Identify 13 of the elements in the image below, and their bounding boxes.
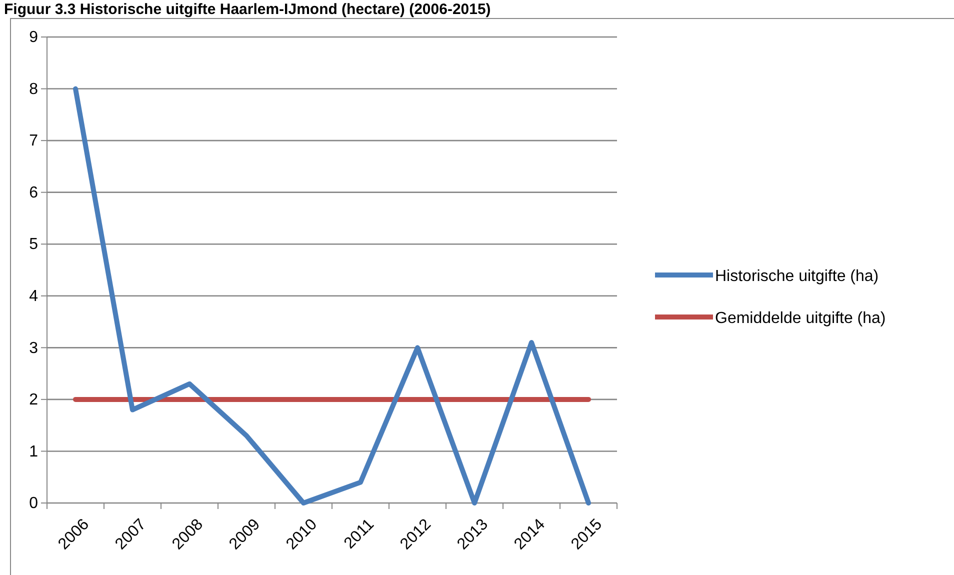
y-tick-label: 8 (29, 80, 38, 98)
y-tick-label: 0 (29, 495, 38, 512)
legend-label: Historische uitgifte (ha) (715, 268, 879, 285)
y-tick-label: 9 (29, 29, 38, 46)
y-tick-label: 3 (29, 340, 38, 357)
legend-label: Gemiddelde uitgifte (ha) (715, 310, 886, 327)
y-tick-label: 1 (29, 443, 38, 460)
y-tick-label: 6 (29, 184, 38, 202)
y-tick-label: 5 (29, 236, 38, 254)
chart-title: Figuur 3.3 Historische uitgifte Haarlem-IJmond (hectare) (2006-2015) (4, 1, 491, 18)
y-tick-label: 4 (29, 288, 38, 306)
y-tick-label: 2 (29, 392, 38, 409)
y-tick-label: 7 (29, 132, 38, 150)
